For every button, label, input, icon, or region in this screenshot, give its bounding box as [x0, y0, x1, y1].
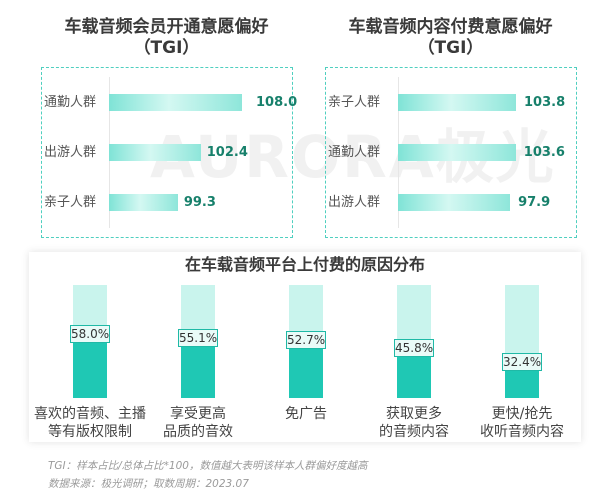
category-label-line: 享受更高: [170, 406, 226, 422]
chart2-title: 车载音频内容付费意愿偏好 （TGI）: [325, 17, 576, 59]
chart3-title: 在车载音频平台上付费的原因分布: [184, 255, 425, 274]
bar: [398, 94, 516, 111]
bar: [181, 337, 215, 398]
value-label: 99.3: [183, 195, 216, 210]
category-label-line: 的音频内容: [379, 424, 449, 440]
value-label: 97.9: [518, 195, 551, 210]
footnote-source: 数据来源：极光调研；取数周期：2023.07: [48, 478, 249, 490]
value-label: 103.6: [523, 145, 565, 160]
category-label-line: 喜欢的音频、主播: [34, 406, 146, 422]
value-label: 103.8: [524, 95, 566, 110]
chart1-subtitle: （TGI）: [133, 38, 200, 58]
bar: [289, 340, 323, 398]
value-label: 32.4%: [502, 353, 542, 372]
value-label: 55.1%: [178, 328, 218, 347]
bar: [398, 144, 516, 161]
chart2-title-text: 车载音频内容付费意愿偏好: [348, 17, 553, 37]
bar: [73, 334, 107, 398]
chart1-title: 车载音频会员开通意愿偏好 （TGI）: [41, 17, 292, 59]
row-label: 通勤人群: [44, 95, 97, 110]
value-label: 58.0%: [70, 325, 110, 344]
row-label: 亲子人群: [328, 95, 381, 110]
row-label: 出游人群: [328, 195, 381, 210]
chart2-subtitle: （TGI）: [417, 38, 484, 58]
category-label: 免广告: [241, 405, 371, 423]
category-label-line: 等有版权限制: [48, 424, 132, 440]
category-label-line: 更快/抢先: [491, 406, 553, 422]
chart1-title-text: 车载音频会员开通意愿偏好: [64, 17, 269, 37]
category-label-line: 免广告: [285, 406, 327, 422]
bar: [109, 194, 178, 211]
category-label: 喜欢的音频、主播 等有版权限制: [25, 405, 155, 441]
footnote-tgi: TGI：样本占比/总体占比*100，数值越大表明该样本人群偏好度越高: [48, 460, 368, 472]
category-label-line: 收听音频内容: [480, 424, 564, 440]
category-label: 更快/抢先收听音频内容: [457, 405, 587, 441]
bar: [109, 144, 201, 161]
chart2-panel: [325, 67, 577, 238]
chart1-panel: [41, 67, 293, 238]
row-label: 亲子人群: [44, 195, 97, 210]
bar: [398, 194, 511, 211]
category-label-line: 品质的音效: [163, 424, 233, 440]
category-label-line: 获取更多: [386, 406, 442, 422]
bar: [109, 94, 243, 111]
value-label: 108.0: [256, 95, 298, 110]
category-label: 享受更高 品质的音效: [133, 405, 263, 441]
category-label: 获取更多 的音频内容: [349, 405, 479, 441]
value-label: 102.4: [206, 145, 248, 160]
row-label: 出游人群: [44, 145, 97, 160]
value-label: 52.7%: [286, 331, 326, 350]
value-label: 45.8%: [394, 338, 434, 357]
row-label: 通勤人群: [328, 145, 381, 160]
